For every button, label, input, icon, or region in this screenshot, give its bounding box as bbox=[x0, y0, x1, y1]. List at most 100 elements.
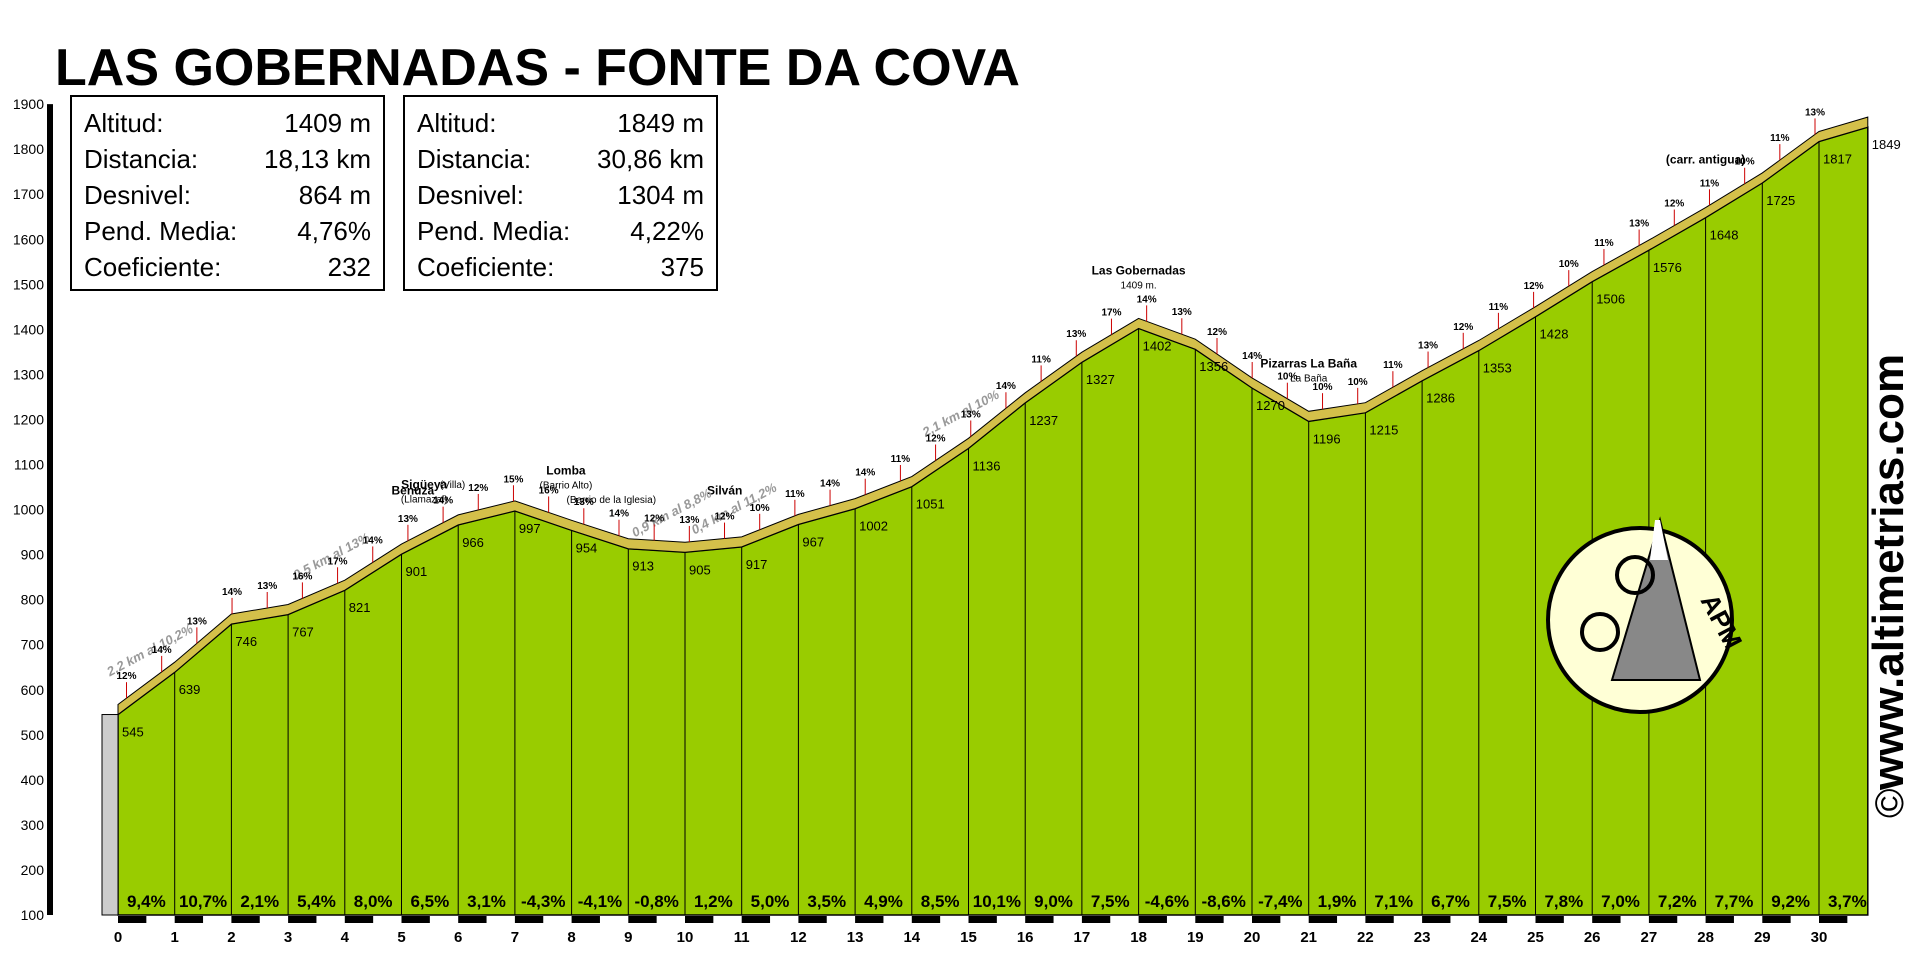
x-axis-segment bbox=[855, 916, 884, 923]
peak-gradient-label: 12% bbox=[468, 483, 488, 494]
segment-gradients: 9,4% 10,7% 2,1% 5,4% 8,0% 6,5% 3,1% -4,3% -4,1% -… bbox=[127, 892, 1867, 911]
bike-wheel-icon bbox=[1615, 555, 1655, 595]
peak-gradient-label: 17% bbox=[328, 556, 348, 567]
watermark: www.altimetrias.com bbox=[1864, 354, 1913, 791]
segment-gradient-label: -8,6% bbox=[1201, 892, 1245, 911]
x-tick-label: 4 bbox=[341, 929, 350, 946]
x-tick-label: 6 bbox=[454, 929, 462, 946]
stat-distance: Distancia: 18,13 km bbox=[84, 144, 371, 174]
peak-gradient-label: 12% bbox=[1207, 327, 1227, 338]
altitude-label: 1002 bbox=[859, 519, 888, 534]
segment-gradient-label: -7,4% bbox=[1258, 892, 1302, 911]
x-tick-label: 1 bbox=[171, 929, 179, 946]
peak-gradient-label: 10% bbox=[1313, 382, 1333, 393]
peak-gradient-label: 13% bbox=[187, 616, 207, 627]
peak-gradient-label: 13% bbox=[961, 409, 981, 420]
segment-gradient-label: 5,4% bbox=[297, 892, 336, 911]
segment-gradient-label: 10,7% bbox=[179, 892, 227, 911]
y-tick-label: 900 bbox=[21, 547, 45, 563]
x-axis-segment bbox=[1308, 916, 1338, 923]
x-tick-label: 17 bbox=[1074, 929, 1091, 946]
altitude-label: 966 bbox=[462, 535, 484, 550]
segment-gradient-label: 3,5% bbox=[807, 892, 846, 911]
segment-gradient-label: 7,5% bbox=[1091, 892, 1130, 911]
place-subname: 1409 m. bbox=[1121, 280, 1157, 291]
altitude-label: 1817 bbox=[1823, 151, 1852, 166]
peak-gradient-label: 12% bbox=[1453, 322, 1473, 333]
segment-gradient-label: 6,5% bbox=[410, 892, 449, 911]
x-tick-label: 26 bbox=[1584, 929, 1601, 946]
segment-gradient-label: 5,0% bbox=[751, 892, 790, 911]
peak-gradient-label: 14% bbox=[855, 468, 875, 479]
segment-gradient-label: 8,5% bbox=[921, 892, 960, 911]
x-axis-segment bbox=[458, 916, 487, 923]
x-tick-label: 15 bbox=[960, 929, 977, 946]
x-axis-segment bbox=[685, 916, 714, 923]
x-axis-segment bbox=[1478, 916, 1508, 923]
altitude-label: 967 bbox=[802, 534, 824, 549]
altitude-label: 821 bbox=[349, 600, 371, 615]
altitude-label: 1051 bbox=[916, 497, 945, 512]
altitude-label: 1402 bbox=[1143, 338, 1172, 353]
altitude-label: 767 bbox=[292, 625, 314, 640]
profile-start-edge bbox=[101, 714, 119, 916]
peak-gradient-label: 16% bbox=[292, 571, 312, 582]
x-tick-label: 0 bbox=[114, 929, 122, 946]
x-axis-segment bbox=[1252, 916, 1281, 923]
stat-elevation-gain: Desnivel: 1304 m bbox=[417, 180, 704, 210]
y-tick-label: 1600 bbox=[13, 231, 44, 247]
x-axis-segment bbox=[1762, 916, 1791, 923]
segment-gradient-label: 10,1% bbox=[973, 892, 1021, 911]
x-axis-segment bbox=[231, 916, 260, 923]
altitude-label: 1576 bbox=[1653, 260, 1682, 275]
y-tick-label: 400 bbox=[21, 772, 45, 788]
peak-gradient-label: 15% bbox=[503, 474, 523, 485]
x-axis-segment bbox=[741, 916, 771, 923]
segment-gradient-label: -4,1% bbox=[578, 892, 622, 911]
y-tick-label: 800 bbox=[21, 592, 45, 608]
peak-gradient-label: 13% bbox=[1172, 307, 1192, 318]
place-name: Silván bbox=[707, 484, 742, 498]
y-tick-label: 1700 bbox=[13, 186, 44, 202]
peak-gradient-label: 14% bbox=[222, 587, 242, 598]
altitude-label: 1506 bbox=[1596, 292, 1625, 307]
place-subname: (Villa) bbox=[440, 480, 465, 491]
x-tick-label: 8 bbox=[567, 929, 575, 946]
altitude-label: 746 bbox=[235, 634, 257, 649]
x-tick-label: 24 bbox=[1470, 929, 1487, 946]
y-tick-label: 1500 bbox=[13, 276, 44, 292]
y-tick-label: 300 bbox=[21, 817, 45, 833]
peak-gradient-label: 13% bbox=[398, 514, 418, 525]
altitude-label: 1356 bbox=[1199, 359, 1228, 374]
x-tick-label: 23 bbox=[1414, 929, 1431, 946]
peak-gradient-label: 14% bbox=[820, 479, 840, 490]
x-axis-segment bbox=[344, 916, 374, 923]
y-tick-label: 1400 bbox=[13, 321, 44, 337]
x-tick-label: 27 bbox=[1641, 929, 1658, 946]
x-tick-label: 28 bbox=[1697, 929, 1714, 946]
x-axis-segment bbox=[1025, 916, 1054, 923]
altitude-label: 1327 bbox=[1086, 372, 1115, 387]
page-title: LAS GOBERNADAS - FONTE DA COVA bbox=[55, 39, 1020, 97]
altitude-label: 1353 bbox=[1483, 361, 1512, 376]
stat-altitude: Altitud: 1409 m bbox=[84, 108, 371, 138]
stat-altitude: Altitud: 1849 m bbox=[417, 108, 704, 138]
y-tick-label: 1200 bbox=[13, 411, 44, 427]
stat-elevation-gain: Desnivel: 864 m bbox=[84, 180, 371, 210]
segment-gradient-label: 3,1% bbox=[467, 892, 506, 911]
place-name: Sigüeya bbox=[401, 477, 447, 491]
x-axis-segment bbox=[514, 916, 544, 923]
x-tick-label: 3 bbox=[284, 929, 292, 946]
y-tick-label: 700 bbox=[21, 637, 45, 653]
peak-gradient-label: 11% bbox=[891, 454, 911, 465]
profile-area: 545 639 746 767 821 901 966 997 954 913 905 917 967 1… bbox=[101, 116, 1901, 916]
x-axis-segment bbox=[174, 916, 204, 923]
altitude-label: 1725 bbox=[1766, 193, 1795, 208]
segment-gradient-label: 4,9% bbox=[864, 892, 903, 911]
x-tick-label: 7 bbox=[511, 929, 519, 946]
peak-gradient-label: 13% bbox=[1629, 219, 1649, 230]
x-tick-label: 12 bbox=[790, 929, 807, 946]
stats-box-fonte-da-cova: Altitud: 1849 m Distancia: 30,86 km Desniv… bbox=[403, 95, 718, 291]
x-tick-label: 13 bbox=[847, 929, 864, 946]
place-subname: (Llamazal) bbox=[401, 494, 448, 505]
